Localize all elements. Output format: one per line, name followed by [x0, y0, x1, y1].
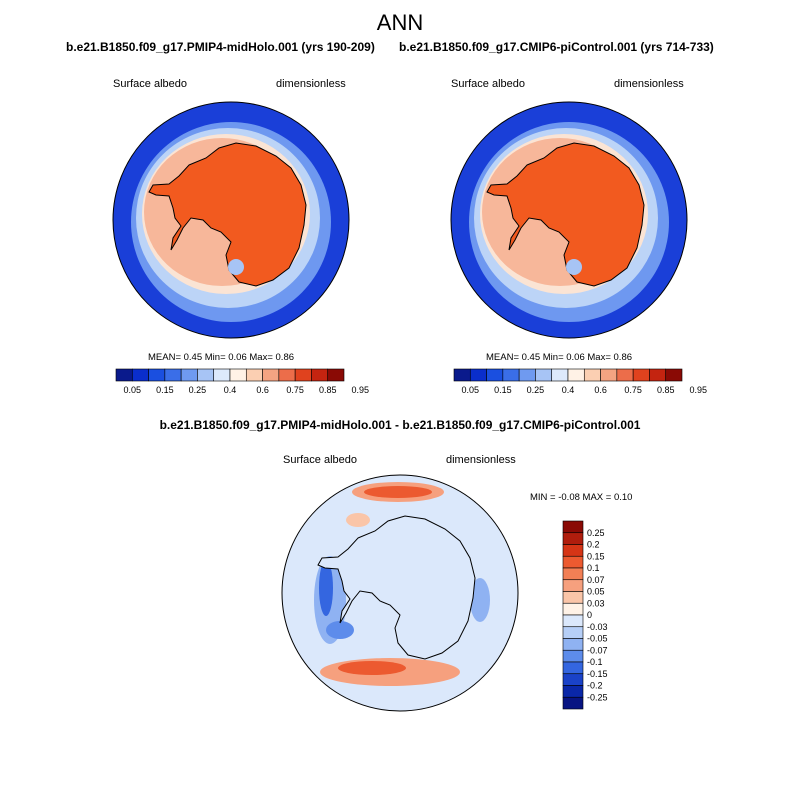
- colorbar-abs-a-tick-label: 0.75: [286, 385, 304, 395]
- panel-b-stats: MEAN= 0.45 Min= 0.06 Max= 0.86: [486, 352, 633, 363]
- colorbar-diff-tick-label: -0.03: [587, 622, 608, 632]
- panel-diff-units: dimensionless: [446, 454, 516, 466]
- colorbar-diff-tick-label: -0.05: [587, 634, 608, 644]
- season-title: ANN: [376, 10, 424, 35]
- colorbar-diff-tick-label: 0.1: [587, 563, 600, 573]
- panel-a-units: dimensionless: [276, 78, 346, 90]
- map-panel-picontrol: [451, 102, 687, 338]
- colorbar-abs-b-tick-label: 0.95: [690, 385, 708, 395]
- colorbar-abs-a-tick-label: 0.95: [352, 385, 370, 395]
- colorbar-abs-a-swatch: [148, 368, 166, 382]
- colorbar-abs-a-tick-label: 0.25: [189, 385, 207, 395]
- colorbar-abs-b-swatch: [616, 368, 634, 382]
- colorbar-abs-a-swatch: [197, 368, 215, 382]
- colorbar-abs-b-swatch: [518, 368, 536, 382]
- colorbar-abs-b: 0.05 0.15 0.25 0.4 0.6 0.75 0.85 0.95: [453, 368, 708, 395]
- panel-b-variable: Surface albedo: [451, 78, 525, 90]
- colorbar-abs-a-tick-label: 0.4: [224, 385, 237, 395]
- colorbar-diff-tick-label: -0.25: [587, 692, 608, 702]
- case-b-title: b.e21.B1850.f09_g17.CMIP6-piControl.001 …: [399, 40, 714, 54]
- colorbar-abs-a-swatch: [245, 368, 263, 382]
- colorbar-diff-swatch: [562, 602, 584, 616]
- colorbar-diff: 0.250.20.150.10.070.050.030-0.03-0.05-0.…: [562, 520, 608, 710]
- colorbar-abs-b-swatch: [469, 368, 487, 382]
- colorbar-diff-swatch: [562, 614, 584, 628]
- colorbar-abs-b-tick-label: 0.4: [562, 385, 575, 395]
- colorbar-abs-b-swatch: [583, 368, 601, 382]
- map-border-b: [450, 101, 688, 339]
- colorbar-diff-swatch: [562, 544, 584, 557]
- panel-b-units: dimensionless: [614, 78, 684, 90]
- colorbar-abs-b-tick-label: 0.75: [624, 385, 642, 395]
- colorbar-abs-a-swatch: [278, 368, 296, 382]
- colorbar-abs-b-swatch: [551, 368, 569, 382]
- colorbar-abs-b-tick-label: 0.25: [527, 385, 545, 395]
- colorbar-diff-swatch: [562, 591, 584, 604]
- colorbar-abs-b-swatch: [649, 368, 667, 382]
- colorbar-abs-b-tick-label: 0.85: [657, 385, 675, 395]
- colorbar-diff-tick-label: -0.15: [587, 669, 608, 679]
- colorbar-diff-tick-label: 0: [587, 610, 592, 620]
- colorbar-diff-swatch: [562, 579, 584, 592]
- colorbar-diff-swatch: [562, 626, 584, 639]
- colorbar-abs-b-swatch: [453, 368, 471, 382]
- colorbar-abs-a-tick-label: 0.85: [319, 385, 337, 395]
- panel-diff-stats: MIN = -0.08 MAX = 0.10: [530, 492, 633, 503]
- colorbar-diff-tick-label: 0.05: [587, 587, 605, 597]
- colorbar-abs-a-tick-label: 0.15: [156, 385, 174, 395]
- colorbar-diff-tick-label: 0.07: [587, 575, 605, 585]
- colorbar-diff-swatch: [562, 520, 584, 534]
- colorbar-abs-a-swatch: [294, 368, 312, 382]
- colorbar-abs-a-swatch: [311, 368, 329, 382]
- colorbar-abs-b-swatch: [665, 368, 683, 382]
- panel-a-variable: Surface albedo: [113, 78, 187, 90]
- colorbar-abs-a-swatch: [180, 368, 198, 382]
- colorbar-diff-tick-label: 0.25: [587, 528, 605, 538]
- colorbar-diff-swatch: [562, 696, 584, 710]
- colorbar-diff-swatch: [562, 567, 584, 581]
- colorbar-abs-b-tick-label: 0.15: [494, 385, 512, 395]
- colorbar-abs-a-swatch: [229, 368, 247, 382]
- colorbar-diff-tick-label: -0.2: [587, 681, 603, 691]
- colorbar-abs-b-tick-label: 0.05: [462, 385, 480, 395]
- case-a-title: b.e21.B1850.f09_g17.PMIP4-midHolo.001 (y…: [66, 40, 375, 54]
- colorbar-abs-a-swatch: [262, 368, 280, 382]
- colorbar-diff-swatch: [562, 661, 584, 675]
- panel-a-stats: MEAN= 0.45 Min= 0.06 Max= 0.86: [148, 352, 295, 363]
- map-panel-difference: [282, 475, 518, 711]
- colorbar-diff-tick-label: 0.15: [587, 551, 605, 561]
- panel-diff-variable: Surface albedo: [283, 454, 357, 466]
- diff-title: b.e21.B1850.f09_g17.PMIP4-midHolo.001 - …: [159, 418, 641, 432]
- colorbar-diff-swatch: [562, 685, 584, 698]
- colorbar-diff-tick-label: -0.1: [587, 657, 603, 667]
- colorbar-abs-a-swatch: [213, 368, 231, 382]
- colorbar-abs-b-swatch: [600, 368, 618, 382]
- map-border-a: [112, 101, 350, 339]
- colorbar-abs-a-swatch: [131, 368, 149, 382]
- colorbar-diff-swatch: [562, 673, 584, 686]
- map-panel-midholo: [113, 102, 349, 338]
- colorbar-abs-a: 0.05 0.15 0.25 0.4 0.6 0.75 0.85 0.95: [115, 368, 370, 395]
- map-border-c: [281, 474, 519, 712]
- colorbar-abs-b-swatch: [535, 368, 553, 382]
- colorbar-diff-swatch: [562, 532, 584, 545]
- colorbar-abs-b-swatch: [567, 368, 585, 382]
- colorbar-abs-a-tick-label: 0.05: [124, 385, 142, 395]
- colorbar-abs-a-swatch: [115, 368, 133, 382]
- colorbar-diff-tick-label: 0.2: [587, 540, 600, 550]
- colorbar-diff-tick-label: -0.07: [587, 645, 608, 655]
- colorbar-abs-b-swatch: [632, 368, 650, 382]
- colorbar-abs-b-swatch: [502, 368, 520, 382]
- colorbar-abs-a-swatch: [327, 368, 345, 382]
- colorbar-abs-a-tick-label: 0.6: [256, 385, 269, 395]
- colorbar-diff-swatch: [562, 638, 584, 651]
- colorbar-diff-swatch: [562, 555, 584, 569]
- colorbar-diff-tick-label: 0.03: [587, 598, 605, 608]
- colorbar-diff-swatch: [562, 649, 584, 663]
- colorbar-abs-b-tick-label: 0.6: [594, 385, 607, 395]
- colorbar-abs-b-swatch: [486, 368, 504, 382]
- colorbar-abs-a-swatch: [164, 368, 182, 382]
